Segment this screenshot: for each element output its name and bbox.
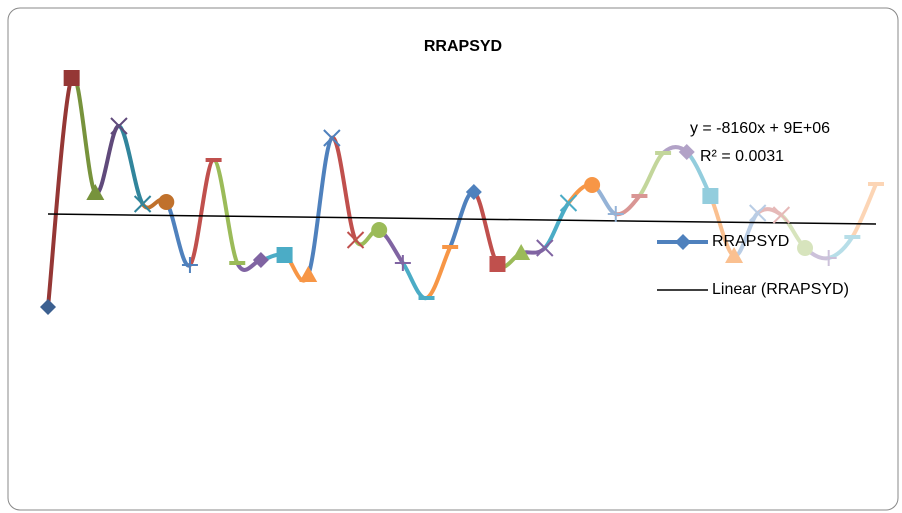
marker-x	[346, 231, 365, 249]
marker-x	[536, 239, 554, 257]
marker-x	[772, 206, 791, 224]
marker-x	[323, 129, 341, 147]
marker-x	[110, 117, 128, 135]
marker-x	[749, 204, 767, 222]
marker-triangle	[725, 247, 744, 263]
marker-triangle	[299, 266, 318, 282]
chart-title: RRAPSYD	[424, 38, 502, 55]
trendline-r-squared: R² = 0.0031	[700, 148, 784, 165]
line-segment	[187, 158, 216, 267]
line-segment	[306, 136, 334, 277]
line-segment	[46, 76, 74, 309]
marker-diamond	[40, 299, 56, 315]
marker-circle	[797, 240, 814, 256]
marker-triangle	[86, 184, 105, 200]
line-segment	[850, 182, 878, 239]
marker-plus	[181, 257, 198, 273]
legend-label: Linear (RRAPSYD)	[712, 281, 849, 298]
marker-diamond	[678, 144, 695, 160]
marker-x	[559, 194, 578, 212]
marker-circle	[158, 194, 175, 210]
marker-diamond	[465, 184, 482, 200]
marker-plus	[607, 206, 624, 222]
marker-circle	[371, 222, 388, 238]
trendline	[47, 213, 877, 225]
marker-square	[489, 256, 506, 272]
chart-border	[7, 7, 899, 511]
line-segment	[211, 157, 240, 265]
marker-square	[276, 247, 293, 263]
marker-square	[702, 188, 719, 204]
marker-plus	[820, 250, 837, 266]
marker-square	[63, 70, 80, 86]
marker-diamond	[675, 234, 691, 250]
legend-label: RRAPSYD	[712, 233, 789, 250]
marker-plus	[394, 255, 411, 271]
marker-diamond	[252, 252, 269, 268]
trendline-equation: y = -8160x + 9E+06	[690, 120, 830, 137]
line-segment	[637, 151, 666, 198]
marker-x	[133, 195, 152, 213]
marker-triangle	[512, 244, 531, 260]
marker-circle	[584, 177, 601, 193]
